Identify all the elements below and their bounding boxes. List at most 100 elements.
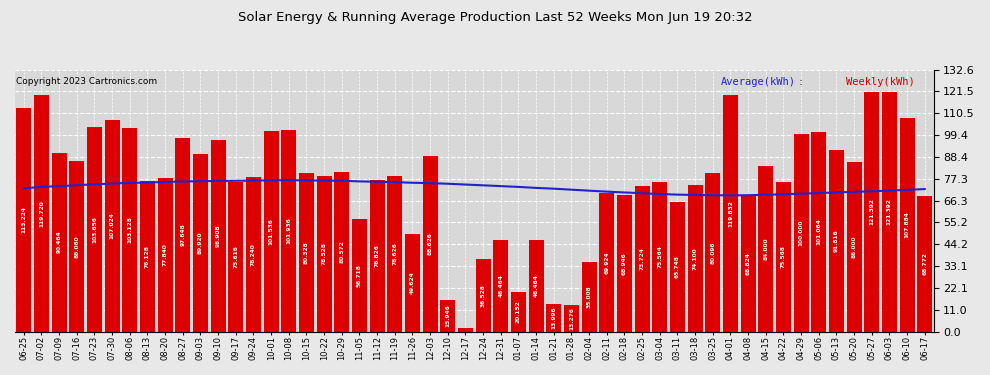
Bar [193,154,208,332]
Text: 68.946: 68.946 [622,252,627,275]
Text: 86.000: 86.000 [851,236,856,258]
Bar [546,304,561,332]
Text: 78.240: 78.240 [250,243,256,266]
Text: 76.128: 76.128 [145,245,149,268]
Text: 13.996: 13.996 [551,306,556,329]
Bar [900,118,915,332]
Text: 75.616: 75.616 [234,245,239,268]
Text: 101.536: 101.536 [268,218,273,244]
Bar [670,202,685,332]
Text: Weekly(kWh): Weekly(kWh) [846,77,915,87]
Bar [175,138,190,332]
Text: Copyright 2023 Cartronics.com: Copyright 2023 Cartronics.com [16,77,157,86]
Text: 100.000: 100.000 [799,220,804,246]
Bar [335,172,349,332]
Text: 49.624: 49.624 [410,271,415,294]
Bar [458,328,473,332]
Text: 35.008: 35.008 [587,286,592,308]
Text: 46.464: 46.464 [534,274,539,297]
Text: 103.128: 103.128 [128,216,133,243]
Text: 119.832: 119.832 [728,200,733,226]
Bar [281,130,296,332]
Text: 15.946: 15.946 [446,304,450,327]
Text: :: : [796,77,806,87]
Bar [123,128,138,332]
Text: 36.528: 36.528 [480,284,486,307]
Bar [688,185,703,332]
Text: 101.064: 101.064 [816,218,822,245]
Bar [246,177,261,332]
Bar [387,176,402,332]
Text: 121.392: 121.392 [869,198,874,225]
Bar [741,195,755,332]
Bar [635,186,649,332]
Text: 77.840: 77.840 [162,243,167,266]
Text: 75.568: 75.568 [781,246,786,268]
Text: 89.920: 89.920 [198,231,203,254]
Bar [493,240,508,332]
Text: 101.936: 101.936 [286,217,291,244]
Text: 78.626: 78.626 [392,243,397,266]
Text: 113.224: 113.224 [22,206,27,233]
Bar [369,180,385,332]
Text: 74.100: 74.100 [693,247,698,270]
Text: Average(kWh): Average(kWh) [721,77,796,87]
Bar [829,150,843,332]
Bar [423,156,438,332]
Text: 56.718: 56.718 [357,264,362,287]
Bar [157,178,172,332]
Bar [317,176,332,332]
Text: 78.528: 78.528 [322,243,327,266]
Text: 84.000: 84.000 [763,237,768,260]
Bar [34,95,49,332]
Bar [511,292,526,332]
Text: 73.724: 73.724 [640,247,644,270]
Bar [299,173,314,332]
Bar [211,140,226,332]
Text: 68.772: 68.772 [923,252,928,275]
Text: 96.908: 96.908 [216,225,221,247]
Bar [475,260,491,332]
Text: 46.464: 46.464 [498,274,503,297]
Bar [652,182,667,332]
Bar [229,182,244,332]
Text: 80.572: 80.572 [340,241,345,263]
Bar [794,134,809,332]
Text: 76.826: 76.826 [374,244,379,267]
Bar [846,162,861,332]
Text: 75.564: 75.564 [657,246,662,268]
Bar [441,300,455,332]
Bar [105,120,120,332]
Bar [758,165,773,332]
Text: 91.816: 91.816 [834,230,839,252]
Bar [723,95,738,332]
Bar [705,173,721,332]
Text: 20.152: 20.152 [516,300,521,323]
Bar [776,182,791,332]
Text: 119.720: 119.720 [39,200,44,226]
Bar [864,92,879,332]
Bar [351,219,367,332]
Text: 107.884: 107.884 [905,211,910,238]
Text: 107.024: 107.024 [110,213,115,239]
Bar [51,153,66,332]
Bar [917,196,933,332]
Bar [529,240,544,332]
Text: 80.328: 80.328 [304,241,309,264]
Text: 97.848: 97.848 [180,224,185,246]
Text: 86.060: 86.060 [74,235,79,258]
Bar [882,92,897,332]
Bar [564,305,579,332]
Text: 90.464: 90.464 [56,231,61,254]
Text: 80.096: 80.096 [710,241,715,264]
Text: 88.626: 88.626 [428,232,433,255]
Bar [69,162,84,332]
Bar [581,262,597,332]
Text: 68.824: 68.824 [745,252,750,275]
Text: 13.276: 13.276 [569,307,574,330]
Text: 65.748: 65.748 [675,255,680,278]
Text: Solar Energy & Running Average Production Last 52 Weeks Mon Jun 19 20:32: Solar Energy & Running Average Productio… [238,11,752,24]
Text: 69.924: 69.924 [604,251,609,274]
Text: 121.392: 121.392 [887,198,892,225]
Bar [140,181,155,332]
